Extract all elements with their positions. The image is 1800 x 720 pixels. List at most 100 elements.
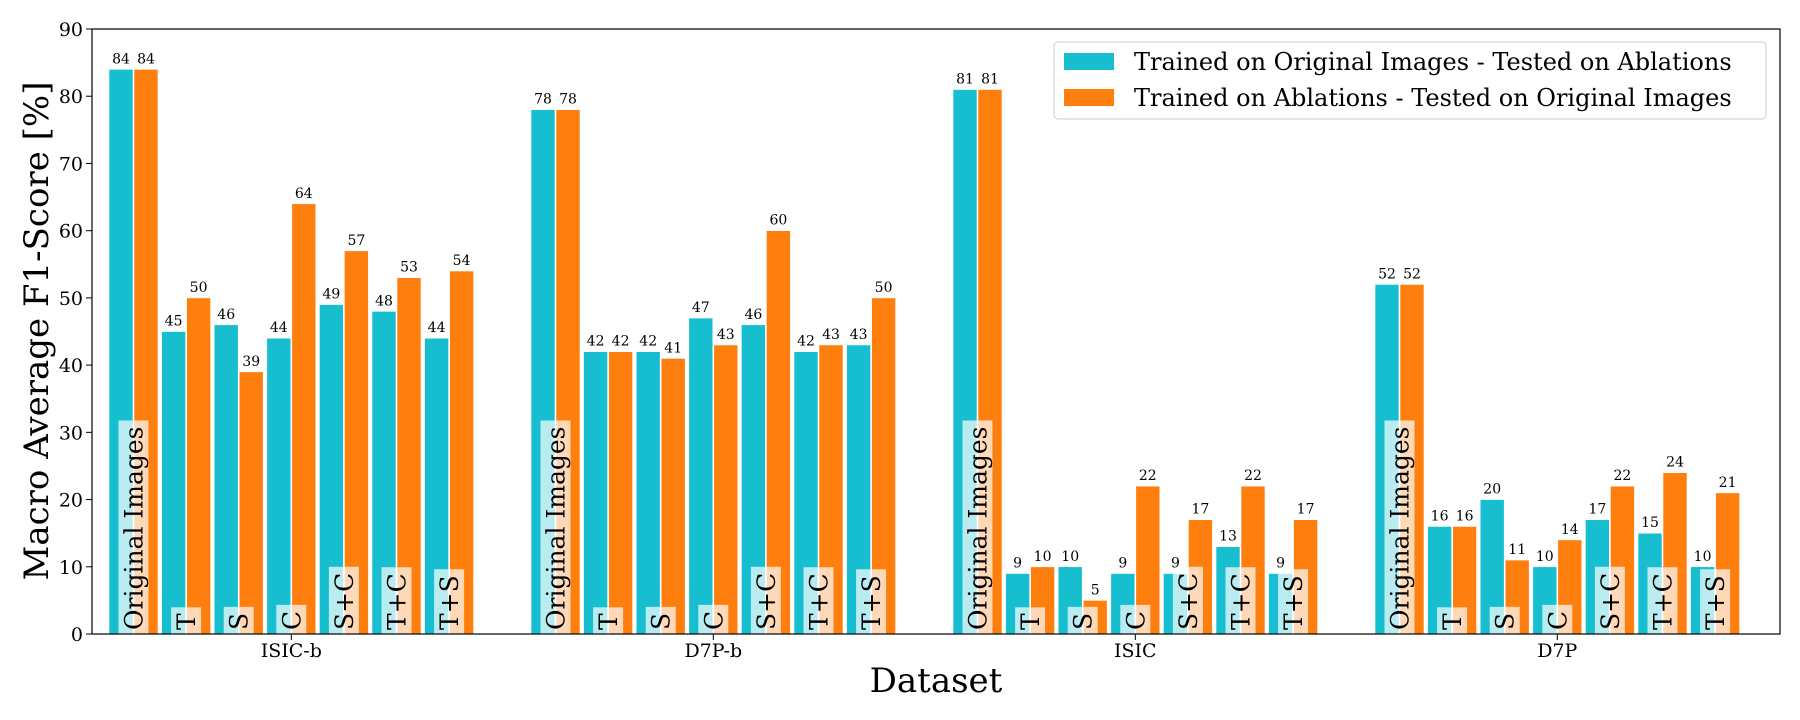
legend-label-series-2: Trained on Ablations - Tested on Origina… [1134, 84, 1732, 112]
bar-value-label: 53 [400, 260, 418, 276]
x-tick-label: ISIC [1114, 640, 1157, 662]
bar-value-label: 81 [981, 72, 999, 88]
x-tick-label: ISIC-b [261, 640, 322, 662]
condition-label-bg [1172, 566, 1203, 634]
bar-orig-test-ablation [688, 317, 714, 635]
legend: Trained on Original Images - Tested on A… [1053, 41, 1767, 120]
bar-value-label: 44 [270, 320, 288, 336]
condition-label: T+S [1701, 575, 1730, 630]
bar-value-label: 42 [587, 334, 605, 350]
bar-value-label: 39 [242, 354, 260, 370]
bar-ablation-test-orig [660, 358, 686, 635]
condition-label-bg [1542, 604, 1573, 634]
bar-value-label: 9 [1118, 556, 1127, 572]
bar-value-label: 46 [217, 307, 235, 323]
condition-label-bg [381, 567, 412, 634]
condition-label: S [647, 613, 676, 630]
bar-value-label: 16 [1431, 508, 1449, 524]
bar-value-label: 15 [1641, 515, 1659, 531]
legend-label-series-1: Trained on Original Images - Tested on A… [1134, 48, 1732, 76]
bar-labels-layer: Original Images T S C S+C T+C T+S Original Imag… [118, 420, 1731, 634]
condition-label-bg [1225, 567, 1256, 634]
bar-value-label: 22 [1613, 468, 1631, 484]
bar-value-label: 41 [664, 340, 682, 356]
condition-label: T+C [805, 573, 834, 630]
condition-label-bg [750, 566, 781, 634]
bar-value-label: 78 [534, 92, 552, 108]
bars-layer [108, 69, 1740, 635]
condition-label-bg [540, 420, 571, 634]
bar-orig-test-ablation [583, 351, 608, 635]
condition-label-bg [1700, 569, 1731, 634]
bar-value-label: 13 [1219, 529, 1237, 545]
bar-value-label: 43 [850, 327, 868, 343]
bar-value-label: 42 [639, 334, 657, 350]
bar-value-label: 48 [375, 293, 393, 309]
x-axis-title: Dataset [870, 661, 1003, 701]
bar-orig-test-ablation [266, 337, 292, 635]
bar-ablation-test-orig [238, 371, 264, 635]
condition-label: S+C [330, 573, 359, 630]
x-tick-label: D7P [1537, 640, 1577, 662]
bar-ablation-test-orig [766, 230, 791, 635]
condition-label: Original Images [542, 426, 571, 630]
bar-value-label: 9 [1276, 556, 1285, 572]
bar-value-label: 9 [1013, 556, 1022, 572]
y-tick-label: 10 [59, 557, 83, 579]
bar-value-label: 24 [1666, 455, 1684, 471]
bar-value-label: 84 [137, 51, 155, 67]
condition-label: C [699, 611, 728, 630]
condition-label-bg [856, 569, 887, 634]
condition-label-bg [1278, 569, 1309, 634]
condition-label: T+S [857, 575, 886, 630]
condition-label: T+S [435, 575, 464, 630]
y-tick-label: 80 [59, 86, 83, 108]
bar-value-label: 10 [1061, 549, 1079, 565]
bar-ablation-test-orig [186, 297, 211, 635]
bar-value-label: 42 [612, 334, 630, 350]
condition-label: S [1491, 613, 1520, 630]
condition-label: C [1543, 611, 1572, 630]
bar-value-label: 21 [1719, 475, 1737, 491]
bar-value-label: 81 [956, 72, 974, 88]
condition-label-bg [1120, 604, 1151, 634]
condition-label: S+C [752, 573, 781, 630]
condition-label-bg [1015, 607, 1046, 634]
bar-value-label: 17 [1191, 502, 1209, 518]
bar-orig-test-ablation [635, 351, 661, 635]
condition-label: T+S [1279, 575, 1308, 630]
condition-label-bg [1384, 420, 1415, 634]
x-axis: ISIC-b D7P-b ISIC D7P [261, 634, 1578, 662]
bar-value-label: 50 [190, 280, 208, 296]
bar-value-label: 16 [1456, 508, 1474, 524]
condition-label-bg [1647, 567, 1678, 634]
condition-label: Original Images [120, 426, 149, 630]
bar-value-label: 49 [322, 287, 340, 303]
bar-value-label: 11 [1508, 542, 1526, 558]
y-tick-label: 20 [59, 490, 83, 512]
bar-ablation-test-orig [713, 344, 739, 635]
bar-orig-test-ablation [161, 331, 186, 635]
condition-label: T [1016, 613, 1045, 630]
condition-label-bg [118, 420, 149, 634]
bar-value-label: 84 [112, 51, 130, 67]
bar-value-label: 43 [822, 327, 840, 343]
bar-value-label: 10 [1536, 549, 1554, 565]
bar-value-label: 17 [1297, 502, 1315, 518]
bar-value-label: 20 [1483, 482, 1501, 498]
condition-label-bg [328, 566, 359, 634]
bar-orig-test-ablation [213, 324, 239, 635]
plot-frame [91, 28, 1781, 635]
condition-label-bg [698, 604, 729, 634]
bar-value-label: 17 [1588, 502, 1606, 518]
y-tick-label: 60 [59, 221, 83, 243]
condition-label: S+C [1174, 573, 1203, 630]
bar-value-label: 50 [875, 280, 893, 296]
condition-label-bg [803, 567, 834, 634]
condition-label-bg [171, 607, 202, 634]
bar-value-label: 46 [744, 307, 762, 323]
bar-value-label: 60 [769, 213, 787, 229]
condition-label-bg [434, 569, 465, 634]
y-tick-label: 0 [71, 624, 83, 646]
